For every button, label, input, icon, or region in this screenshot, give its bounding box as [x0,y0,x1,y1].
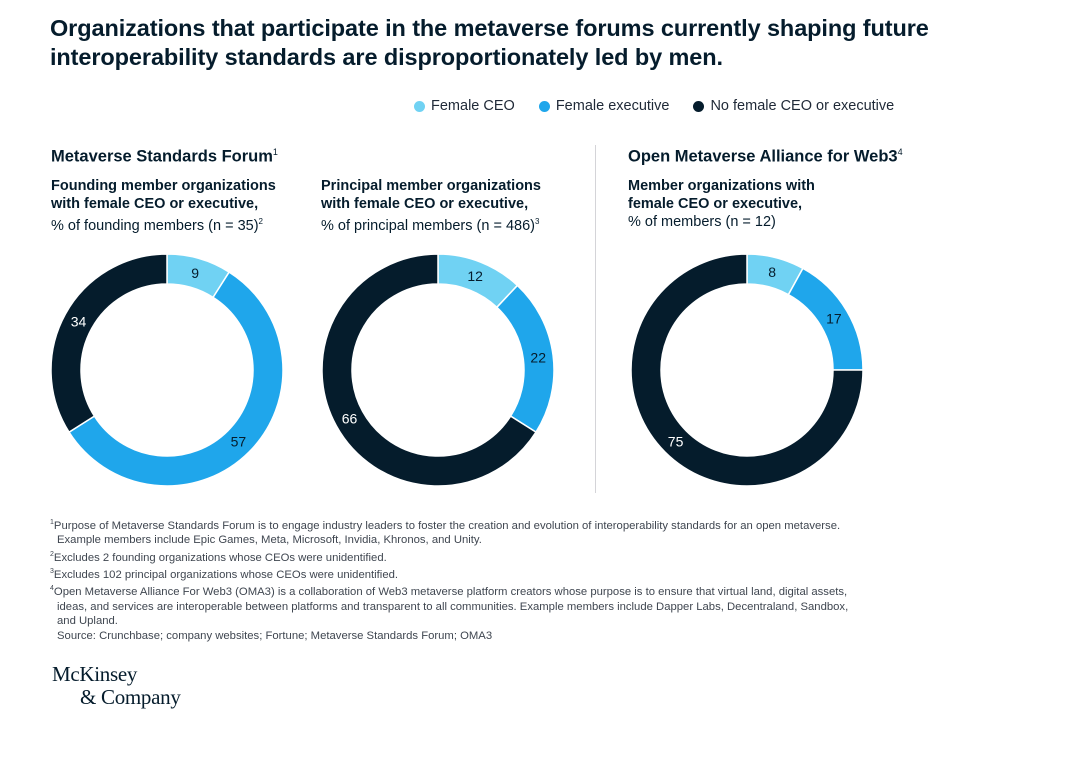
donut-value-label-female-executive: 17 [826,311,842,327]
donut-value-label-female-executive: 57 [231,433,247,449]
donut-slice-no-female [630,253,864,487]
footnote-3: 3Excludes 102 principal organizations wh… [50,565,1010,582]
footnote-text-cont: Example members include Epic Games, Meta… [57,534,482,547]
subtitle-normal-text: % of principal members (n = 486) [321,217,535,234]
legend-swatch-female-executive [538,100,550,112]
donut-value-label-female-ceo: 9 [191,265,199,281]
footnote-text: Excludes 102 principal organizations who… [53,568,399,581]
footnote-marker: 4 [50,585,54,593]
donut-slice-female-executive [68,271,284,487]
donut-chart-founding: 9 57 34 [50,253,284,487]
legend-label: Female CEO [431,98,515,114]
logo-line-2: & Company [80,685,181,709]
footnote-4: 4Open Metaverse Alliance For Web3 (OMA3)… [50,582,1010,628]
legend-item-no-female: No female CEO or executive [693,98,894,114]
footnote-text: Purpose of Metaverse Standards Forum is … [53,519,841,532]
donut-value-label-no-female: 66 [342,411,358,427]
subtitle-bold: Principal member organizations with fema… [321,178,541,212]
legend-label: No female CEO or executive [710,98,895,114]
subtitle-normal: % of principal members (n = 486)3 [321,213,571,235]
legend-swatch-no-female [693,100,705,112]
footnote-1: 1Purpose of Metaverse Standards Forum is… [50,516,1010,548]
donut-value-label-no-female: 75 [668,433,684,449]
subtitle-normal: % of members (n = 12) [628,213,843,231]
donut-value-label-female-executive: 22 [530,349,546,365]
donut-chart-oma: 8 17 75 [630,253,864,487]
footnote-text: Excludes 2 founding organizations whose … [53,551,387,564]
footnote-ref: 3 [534,217,540,226]
footnotes: 1Purpose of Metaverse Standards Forum is… [50,516,1010,643]
legend-swatch-female-ceo [414,100,425,112]
footnote-marker: 1 [50,519,54,526]
legend-label: Female executive [555,98,670,114]
subtitle-bold: Member organizations with female CEO or … [628,178,815,212]
subtitle-principal: Principal member organizations with fema… [321,177,571,235]
legend: Female CEO Female executive No female CE… [414,98,894,114]
footnote-marker: 3 [50,568,54,576]
footnote-marker: 2 [50,550,54,558]
donut-value-label-female-ceo: 8 [768,264,776,280]
mckinsey-logo: McKinsey & Company [52,663,181,709]
chart-title: Organizations that participate in the me… [50,15,929,70]
legend-item-female-ceo: Female CEO [414,98,515,114]
group-divider [595,145,596,493]
subtitle-oma: Member organizations with female CEO or … [628,177,843,231]
group-title-text: Metaverse Standards Forum [51,147,273,166]
source-note: Source: Crunchbase; company websites; Fo… [57,629,493,642]
footnote-text-cont: ideas, and services are interoperable be… [57,600,849,628]
donut-slice-no-female [50,253,168,434]
footnote-2: 2Excludes 2 founding organizations whose… [50,548,1010,565]
donut-value-label-female-ceo: 12 [467,268,483,284]
group-title-msf: Metaverse Standards Forum1 [51,147,278,167]
donut-chart-principal: 12 22 66 [321,253,555,487]
donut-value-label-no-female: 34 [71,313,87,329]
group-title-oma: Open Metaverse Alliance for Web34 [628,147,903,167]
subtitle-normal: % of founding members (n = 35)2 [51,213,301,235]
subtitle-normal-text: % of founding members (n = 35) [51,217,259,234]
legend-item-female-executive: Female executive [538,98,670,114]
donut-slice-no-female [321,253,537,487]
footnote-text: Open Metaverse Alliance For Web3 (OMA3) … [53,586,848,599]
subtitle-founding: Founding member organizations with femal… [51,177,301,235]
footnote-ref: 1 [272,147,278,157]
group-title-text: Open Metaverse Alliance for Web3 [628,147,898,166]
footnote-ref: 2 [258,217,263,226]
subtitle-bold: Founding member organizations with femal… [51,178,276,212]
subtitle-normal-text: % of members (n = 12) [628,214,776,230]
footnote-ref: 4 [897,147,903,157]
logo-line-1: McKinsey [52,662,138,686]
